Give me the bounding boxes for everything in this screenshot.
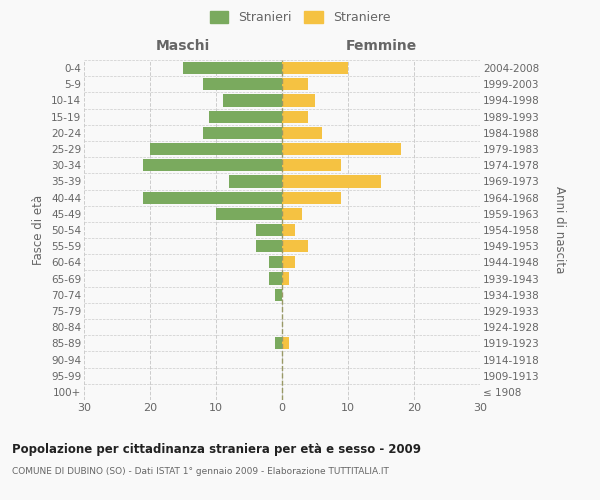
Bar xyxy=(275,338,282,349)
Bar xyxy=(282,94,315,106)
Bar xyxy=(282,159,341,172)
Bar xyxy=(282,338,289,349)
Legend: Stranieri, Straniere: Stranieri, Straniere xyxy=(205,6,395,29)
Bar xyxy=(256,240,282,252)
Bar xyxy=(282,78,308,90)
Bar xyxy=(143,192,282,203)
Bar xyxy=(203,78,282,90)
Bar xyxy=(256,224,282,236)
Text: COMUNE DI DUBINO (SO) - Dati ISTAT 1° gennaio 2009 - Elaborazione TUTTITALIA.IT: COMUNE DI DUBINO (SO) - Dati ISTAT 1° ge… xyxy=(12,468,389,476)
Bar xyxy=(203,127,282,139)
Y-axis label: Anni di nascita: Anni di nascita xyxy=(553,186,566,274)
Bar xyxy=(282,256,295,268)
Text: Popolazione per cittadinanza straniera per età e sesso - 2009: Popolazione per cittadinanza straniera p… xyxy=(12,442,421,456)
Bar xyxy=(282,62,348,74)
Bar xyxy=(229,176,282,188)
Bar xyxy=(282,127,322,139)
Y-axis label: Fasce di età: Fasce di età xyxy=(32,195,46,265)
Bar xyxy=(282,272,289,284)
Bar xyxy=(143,159,282,172)
Text: Maschi: Maschi xyxy=(156,39,210,53)
Bar xyxy=(282,143,401,155)
Bar xyxy=(282,224,295,236)
Bar xyxy=(282,240,308,252)
Bar xyxy=(209,110,282,122)
Bar xyxy=(282,208,302,220)
Bar xyxy=(269,272,282,284)
Bar xyxy=(275,288,282,301)
Bar xyxy=(269,256,282,268)
Bar xyxy=(282,192,341,203)
Bar xyxy=(183,62,282,74)
Bar xyxy=(282,176,381,188)
Text: Femmine: Femmine xyxy=(346,39,416,53)
Bar xyxy=(282,110,308,122)
Bar xyxy=(223,94,282,106)
Bar xyxy=(216,208,282,220)
Bar xyxy=(150,143,282,155)
